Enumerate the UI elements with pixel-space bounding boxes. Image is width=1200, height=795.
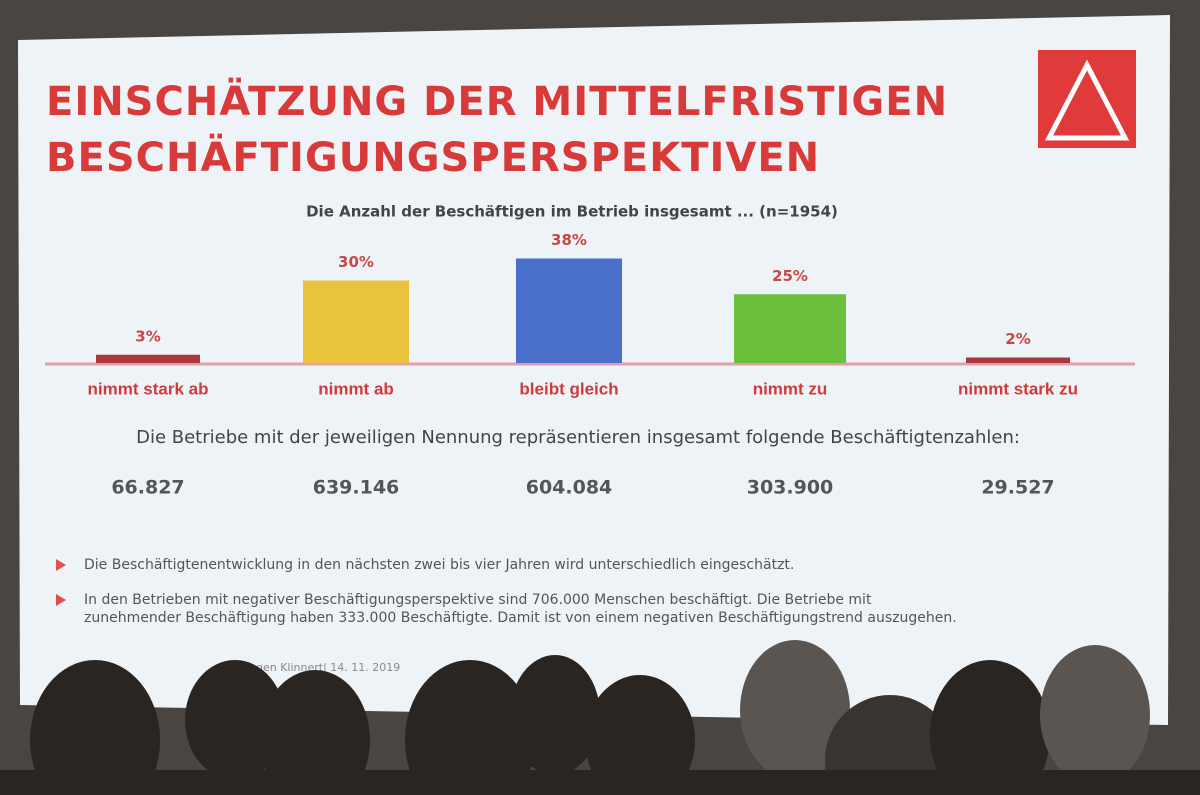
bullet-text: Die Beschäftigtenentwicklung in den näch…: [84, 557, 794, 573]
employee-count: 29.527: [981, 477, 1054, 499]
value-label: 2%: [1005, 330, 1030, 348]
employee-count: 604.084: [526, 477, 613, 499]
bar: [303, 280, 409, 363]
footer: gen Klinnert| 14. 11. 2019: [256, 661, 400, 674]
title-line: EINSCHÄTZUNG DER MITTELFRISTIGEN: [46, 77, 948, 125]
employee-count: 66.827: [111, 477, 184, 499]
category-label: nimmt stark ab: [88, 379, 209, 398]
employee-count: 303.900: [747, 477, 834, 499]
category-label: nimmt ab: [318, 379, 394, 398]
value-label: 38%: [551, 231, 587, 249]
logo-mark: [1044, 59, 1130, 141]
title-line: BESCHÄFTIGUNGSPERSPEKTIVEN: [46, 133, 820, 181]
category-label: nimmt zu: [753, 379, 828, 398]
bullet-marker: [56, 594, 66, 606]
bullet-text: In den Betrieben mit negativer Beschäfti…: [84, 592, 872, 608]
bar: [734, 294, 846, 363]
employees-heading: Die Betriebe mit der jeweiligen Nennung …: [136, 427, 1020, 448]
employee-count: 639.146: [313, 477, 400, 499]
bar: [516, 258, 622, 363]
value-label: 25%: [772, 267, 808, 285]
chart-subtitle: Die Anzahl der Beschäftigen im Betrieb i…: [306, 203, 838, 221]
value-label: 3%: [135, 327, 160, 345]
bullet-marker: [56, 559, 66, 571]
category-label: bleibt gleich: [519, 379, 618, 398]
bar: [96, 354, 200, 363]
bullet-text: zunehmender Beschäftigung haben 333.000 …: [84, 610, 957, 626]
value-label: 30%: [338, 253, 374, 271]
slide: [18, 15, 1170, 725]
category-label: nimmt stark zu: [958, 379, 1078, 398]
bar: [966, 357, 1070, 363]
audience: [0, 640, 1200, 795]
